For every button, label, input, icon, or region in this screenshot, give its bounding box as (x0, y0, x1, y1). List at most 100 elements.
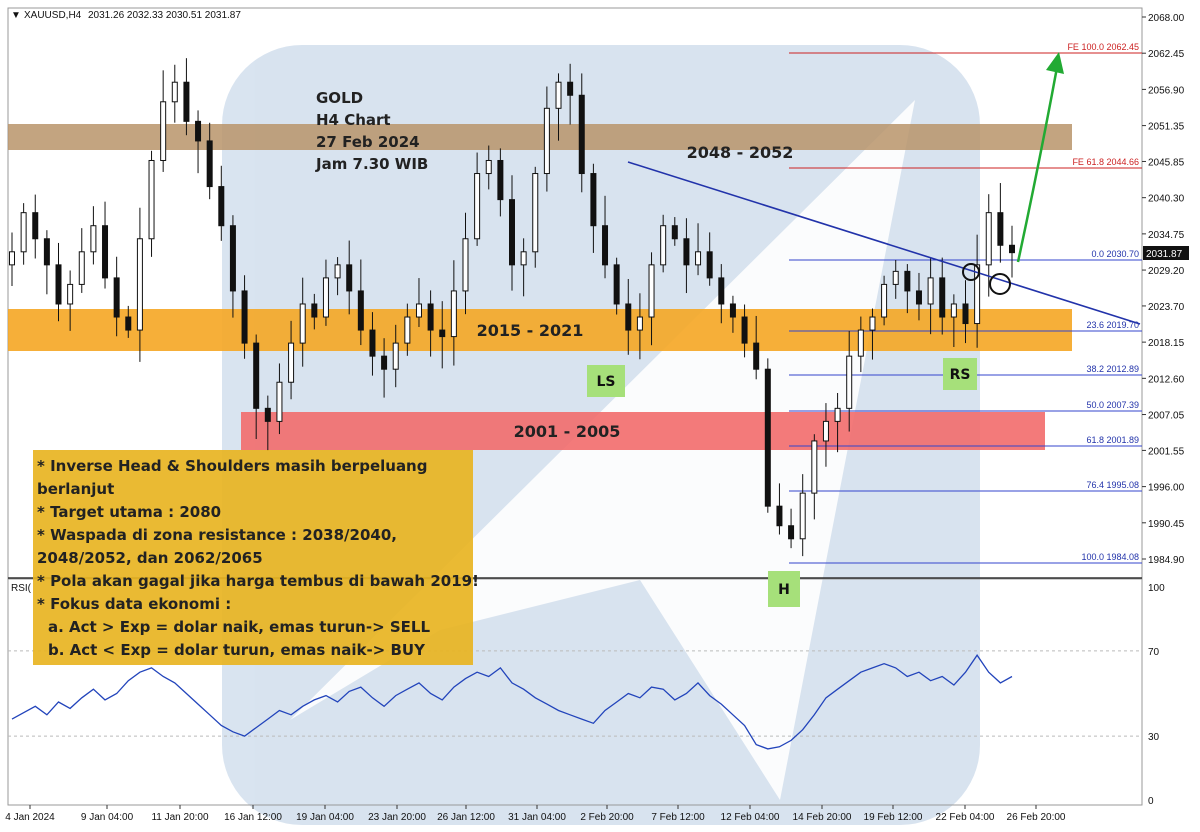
candle-up (881, 283, 888, 318)
header-collapse-icon[interactable]: ▼ (11, 10, 21, 21)
candle (392, 324, 399, 388)
candle-down (788, 525, 795, 540)
x-tick-label: 9 Jan 04:00 (81, 812, 134, 823)
candle (195, 110, 202, 174)
y-tick-label: 2018.15 (1148, 338, 1185, 349)
candle (253, 334, 260, 440)
candle-down (311, 303, 318, 318)
candle-down (381, 355, 388, 370)
y-tick-label: 1996.00 (1148, 483, 1185, 494)
candle (322, 259, 329, 326)
candle (43, 230, 50, 295)
zone-label: 2015 - 2021 (477, 321, 584, 340)
candle (869, 308, 876, 360)
candle (299, 277, 306, 367)
candle (427, 290, 434, 357)
candle-down (509, 199, 515, 266)
candle (788, 508, 795, 549)
rsi-tick-label: 30 (1148, 732, 1160, 743)
candle-down (939, 277, 946, 318)
target-arrow (1016, 61, 1060, 263)
y-tick-label: 2068.00 (1148, 13, 1185, 24)
x-tick-label: 14 Feb 20:00 (793, 812, 852, 823)
candle-up (927, 277, 934, 305)
candle-up (485, 159, 492, 175)
candle (20, 203, 27, 265)
candle (78, 228, 85, 293)
target-arrowhead (1046, 52, 1064, 74)
candle (927, 257, 934, 335)
fib-label: 38.2 2012.89 (1086, 364, 1139, 374)
candle-down (741, 316, 748, 344)
candle (509, 175, 515, 291)
candle (229, 215, 236, 318)
candle-down (602, 225, 609, 266)
y-tick-label: 2056.90 (1148, 85, 1185, 96)
candle-up (67, 283, 74, 305)
candle-down (427, 303, 434, 331)
candle-up (276, 381, 283, 422)
fib-label: 61.8 2001.89 (1086, 435, 1139, 445)
candle (660, 214, 667, 273)
candle (357, 259, 364, 346)
candle-down (357, 290, 364, 331)
pattern-label-box (587, 365, 625, 397)
x-tick-label: 12 Feb 04:00 (721, 812, 780, 823)
candle (799, 474, 806, 557)
candle (532, 166, 539, 268)
fib-label: 50.0 2007.39 (1086, 400, 1139, 410)
x-tick-label: 2 Feb 20:00 (580, 812, 634, 823)
candle (590, 163, 597, 253)
candle (218, 165, 225, 241)
pattern-label: RS (950, 367, 971, 383)
candle (171, 64, 178, 123)
candle (1009, 225, 1015, 278)
candle-up (695, 251, 702, 266)
note-line: 2048/2052, dan 2062/2065 (37, 549, 263, 567)
candle-up (834, 407, 841, 422)
candle (671, 217, 678, 246)
pattern-label-box (768, 571, 800, 607)
candle (950, 294, 957, 347)
candle-up (555, 81, 562, 109)
candle (555, 73, 562, 141)
candle (462, 212, 469, 315)
candle (776, 483, 783, 535)
candle-down (671, 225, 678, 240)
candle (904, 264, 911, 314)
candle-down (346, 264, 353, 292)
y-tick-label: 2023.70 (1148, 302, 1185, 313)
candle-up (892, 270, 899, 285)
candle-up (869, 316, 876, 331)
y-tick-label: 2040.30 (1148, 194, 1185, 205)
candle-up (299, 303, 306, 344)
candle-up (846, 355, 853, 409)
y-tick-label: 1984.90 (1148, 555, 1185, 566)
candle (485, 145, 492, 190)
candle-up (334, 264, 341, 279)
candle-down (904, 270, 911, 292)
candle (334, 257, 341, 296)
chart-title-line: Jam 7.30 WIB (315, 155, 428, 173)
header-symbol: XAUUSD,H4 (24, 10, 82, 21)
candle (764, 358, 771, 513)
candle-down (764, 368, 771, 507)
rsi-label: RSI( (11, 583, 32, 594)
candle-down (55, 264, 62, 305)
candle (939, 257, 946, 335)
candle-up (543, 107, 550, 175)
candle-up (78, 251, 85, 285)
candle (136, 207, 143, 362)
fe-label: FE 61.8 2044.66 (1072, 157, 1139, 167)
candle (9, 232, 15, 286)
candle-up (171, 81, 178, 103)
rsi-pane-border (7, 578, 1143, 806)
candle (683, 218, 690, 294)
breakout-circle-1 (962, 263, 980, 281)
candle (241, 275, 248, 359)
candle-down (915, 290, 922, 305)
candle (962, 280, 969, 344)
candle (997, 183, 1004, 263)
last-price-value: 2031.87 (1146, 249, 1183, 260)
